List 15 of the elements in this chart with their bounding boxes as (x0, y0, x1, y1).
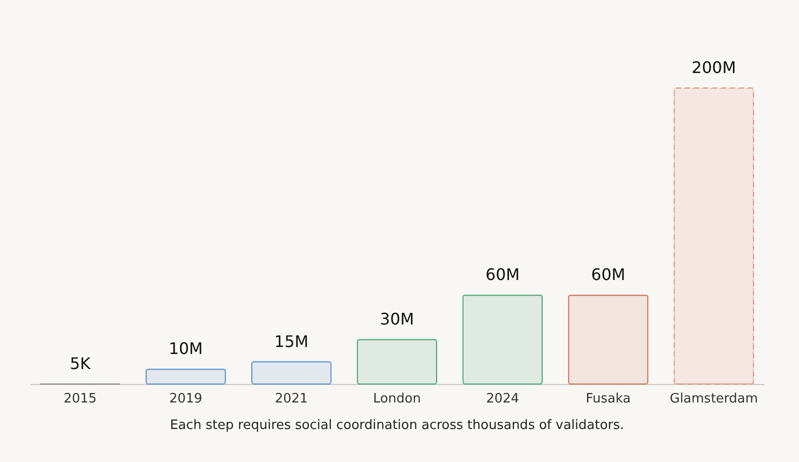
data-label: 10M (168, 339, 203, 358)
x-tick-label: 2024 (486, 392, 520, 406)
data-label: 30M (380, 310, 414, 329)
x-tick-label: 2015 (64, 392, 97, 406)
data-label: 15M (274, 332, 308, 351)
x-tick-label: Glamsterdam (670, 392, 758, 406)
x-tick-label: 2021 (274, 392, 308, 406)
x-tick-label: London (373, 392, 421, 406)
x-tick-label: 2019 (169, 392, 202, 406)
data-label: 5K (70, 354, 92, 373)
data-label: 200M (692, 58, 736, 77)
data-label: 60M (486, 265, 520, 284)
x-tick-label: Fusaka (586, 392, 631, 406)
text: Each step requires social coordination across thousands of validators. (170, 418, 624, 433)
data-label: 60M (591, 265, 626, 284)
